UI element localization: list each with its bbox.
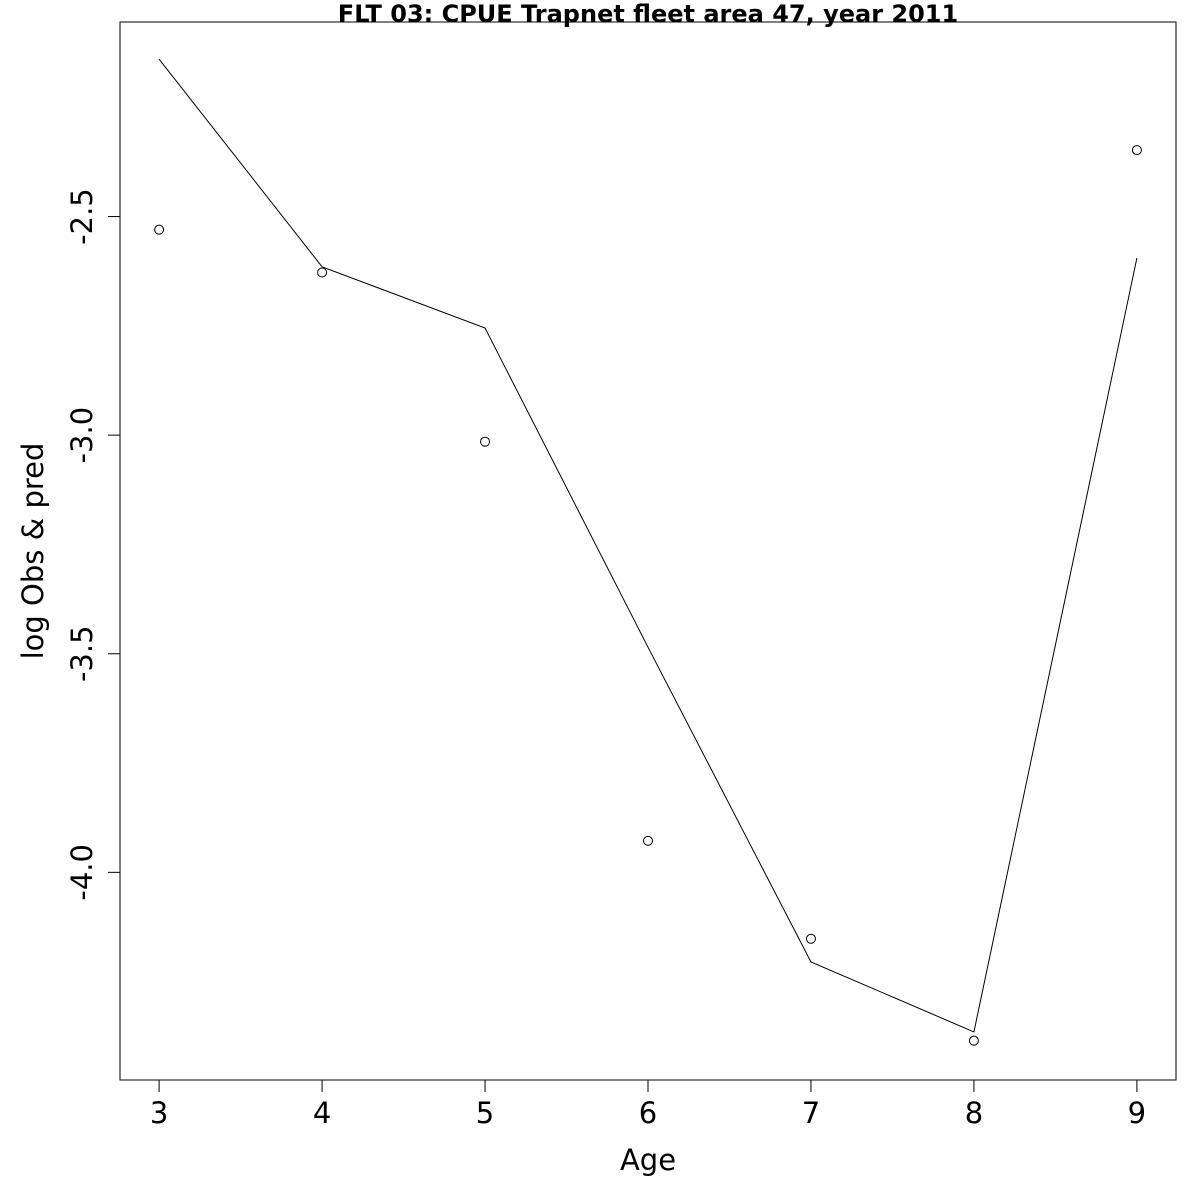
series-layer	[154, 58, 1142, 1046]
observed-point	[317, 267, 328, 278]
y-axis: -2.5 -3.0 -3.5 -4.0	[65, 188, 121, 901]
observed-point	[643, 835, 653, 846]
chart-title: FLT 03: CPUE Trapnet fleet area 47, year…	[338, 0, 958, 28]
observed-point	[480, 436, 491, 447]
plot-frame	[119, 21, 1177, 1081]
y-tick-label: -3.0	[65, 407, 99, 464]
x-tick-label: 3	[150, 1096, 168, 1130]
observed-point	[968, 1035, 979, 1046]
x-tick-label: 6	[639, 1096, 657, 1130]
y-axis-label: log Obs & pred	[16, 443, 50, 660]
x-axis-label: Age	[620, 1143, 676, 1177]
observed-point	[805, 933, 816, 944]
y-tick-label: -3.5	[65, 625, 99, 682]
x-tick-label: 8	[965, 1096, 983, 1130]
y-tick-label: -2.5	[65, 188, 99, 245]
x-tick-label: 5	[476, 1096, 494, 1130]
y-tick-label: -4.0	[65, 844, 99, 901]
observed-point	[154, 224, 165, 235]
predicted-line	[158, 58, 1138, 1033]
x-tick-label: 7	[802, 1096, 820, 1130]
x-axis: 3 4 5 6 7 8 9	[150, 1079, 1146, 1130]
x-tick-label: 9	[1128, 1096, 1146, 1130]
observed-point	[1131, 145, 1142, 156]
x-tick-label: 4	[313, 1096, 331, 1130]
